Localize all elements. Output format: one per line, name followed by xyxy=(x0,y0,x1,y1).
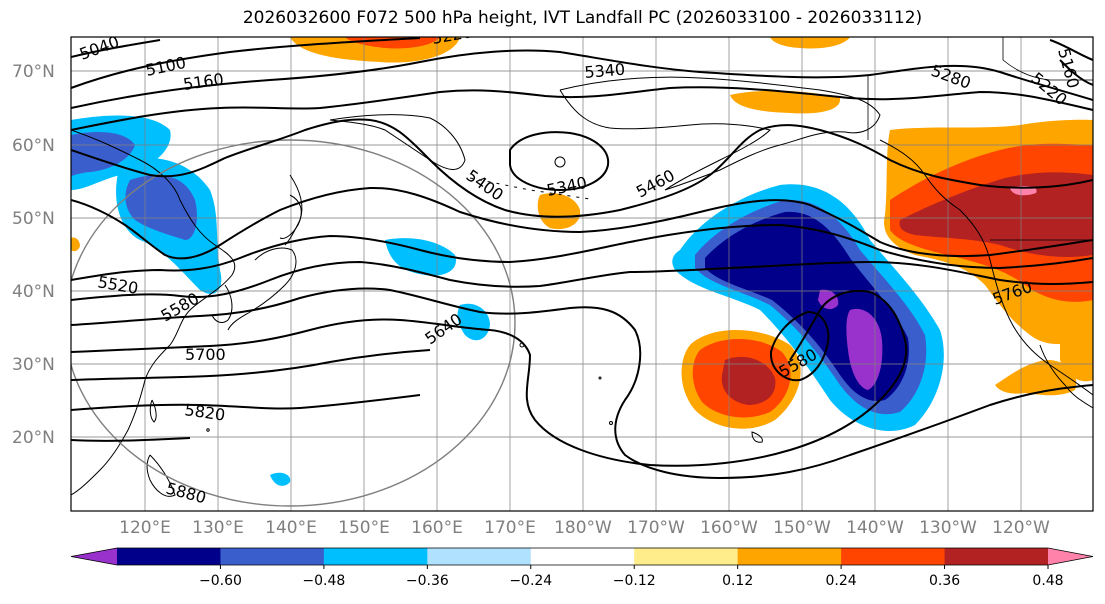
lat-label: 70°N xyxy=(12,62,55,82)
lon-label: 130°W xyxy=(919,518,977,538)
colorbar-tick-label: −0.24 xyxy=(509,573,552,589)
lon-label: 140°E xyxy=(265,518,317,538)
lat-label: 20°N xyxy=(12,428,55,448)
colorbar-segment xyxy=(323,548,428,565)
lon-label: 180°W xyxy=(554,518,612,538)
colorbar-outline xyxy=(70,547,1094,566)
range-circle xyxy=(71,139,516,507)
colorbar: −0.60 −0.48 −0.36 −0.24 −0.12 0.12 0.24 0.36 0.4… xyxy=(70,547,1094,589)
contour-label: 5700 xyxy=(185,345,226,364)
colorbar-tick-label: 0.24 xyxy=(826,573,857,589)
coastlines xyxy=(71,37,1093,497)
lat-label: 30°N xyxy=(12,355,55,375)
lon-label: 170°E xyxy=(484,518,536,538)
contour-label: 5220 xyxy=(430,22,473,48)
colorbar-tick-label: −0.48 xyxy=(302,573,345,589)
ivt-negative-east xyxy=(672,184,944,431)
lon-label: 160°W xyxy=(700,518,758,538)
colorbar-segment xyxy=(944,548,1049,565)
page-title: 2026032600 F072 500 hPa height, IVT Land… xyxy=(242,8,923,28)
ivt-positive-central xyxy=(681,330,801,429)
longitude-labels: 120°E 130°E 140°E 150°E 160°E 170°E 180°… xyxy=(119,518,1050,538)
latitude-labels: 70°N 60°N 50°N 40°N 30°N 20°N xyxy=(12,62,55,448)
colorbar-tick-label: −0.60 xyxy=(199,573,242,589)
colorbar-segment xyxy=(841,548,946,565)
lon-label: 120°E xyxy=(119,518,171,538)
colorbar-segment xyxy=(117,548,221,565)
lon-label: 170°W xyxy=(627,518,685,538)
lon-label: 150°W xyxy=(773,518,831,538)
lat-label: 60°N xyxy=(12,136,55,156)
colorbar-extend-high xyxy=(1048,548,1093,565)
lon-label: 160°E xyxy=(411,518,463,538)
graticule xyxy=(71,37,1093,511)
colorbar-tick-label: 0.12 xyxy=(722,573,753,589)
colorbar-tick-label: −0.12 xyxy=(613,573,656,589)
ivt-negative-west xyxy=(71,115,490,486)
lon-label: 130°E xyxy=(192,518,244,538)
lat-label: 50°N xyxy=(12,209,55,229)
colorbar-tick-label: −0.36 xyxy=(406,573,449,589)
colorbar-segment xyxy=(427,548,532,565)
colorbar-segment xyxy=(530,548,635,565)
colorbar-tick-label: 0.36 xyxy=(929,573,960,589)
map-frame xyxy=(70,36,1094,512)
lat-label: 40°N xyxy=(12,282,55,302)
colorbar-tick-label: 0.48 xyxy=(1032,573,1063,589)
colorbar-segment xyxy=(220,548,325,565)
colorbar-segment xyxy=(634,548,739,565)
lon-label: 120°W xyxy=(992,518,1050,538)
colorbar-segment xyxy=(737,548,842,565)
lon-label: 150°E xyxy=(338,518,390,538)
lon-label: 140°W xyxy=(846,518,904,538)
colorbar-extend-low xyxy=(71,548,117,565)
contour-label: 5340 xyxy=(584,60,626,82)
height-contours xyxy=(71,37,1093,480)
